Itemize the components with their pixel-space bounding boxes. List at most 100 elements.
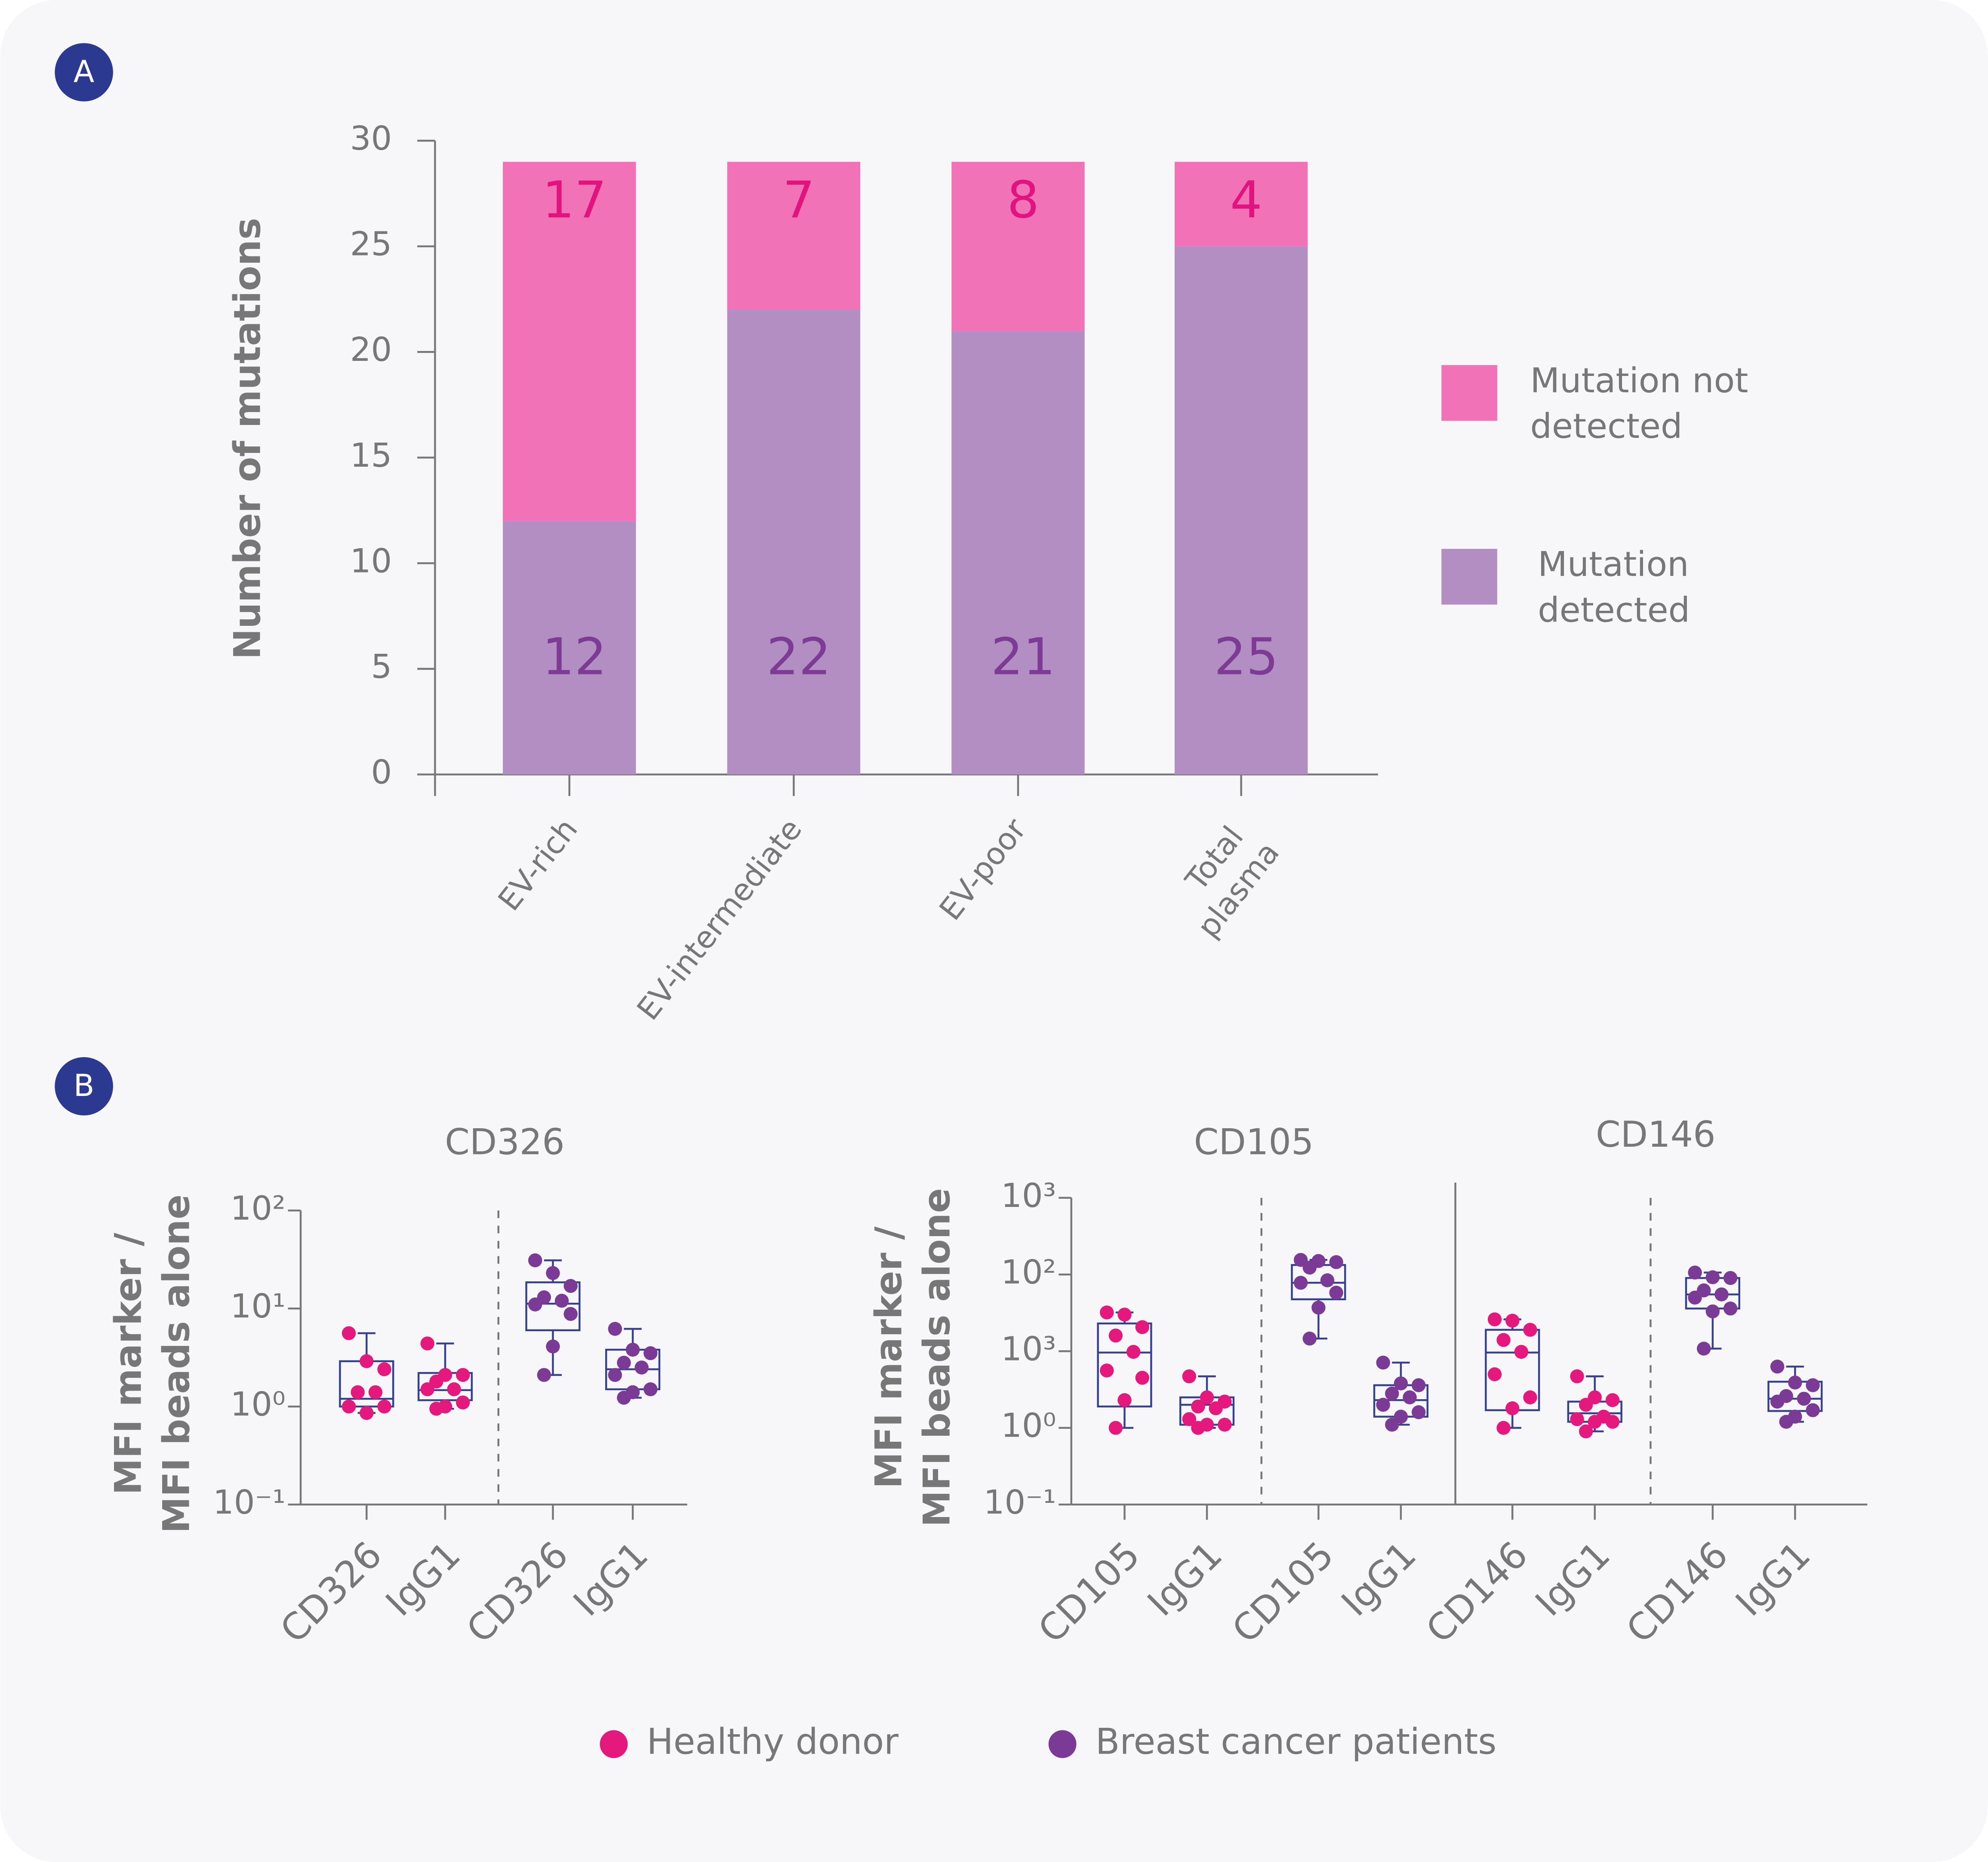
y-tick-label: 0 — [371, 754, 392, 792]
data-point — [377, 1399, 391, 1414]
data-point — [1182, 1369, 1197, 1384]
chart-title: CD105 — [1194, 1122, 1314, 1163]
data-point — [563, 1279, 578, 1293]
y-tick-label: 10 — [350, 542, 392, 580]
data-point — [342, 1326, 356, 1340]
data-point — [1403, 1390, 1417, 1404]
value-label: 4 — [1230, 171, 1262, 230]
y-tick-label: 10² — [230, 1189, 285, 1228]
bar-segment — [727, 310, 861, 775]
data-point — [1697, 1342, 1711, 1356]
data-point — [1209, 1401, 1223, 1416]
data-point — [1770, 1359, 1785, 1374]
data-point — [1302, 1260, 1317, 1275]
value-label: 21 — [991, 628, 1056, 686]
data-point — [1487, 1367, 1502, 1382]
legend-marker — [1048, 1730, 1077, 1758]
data-point — [1505, 1401, 1520, 1416]
data-point — [1688, 1265, 1702, 1280]
data-point — [1605, 1393, 1620, 1407]
data-point — [1117, 1308, 1132, 1322]
y-tick-label: 10¹ — [230, 1287, 285, 1326]
data-point — [617, 1355, 631, 1370]
data-point — [1385, 1418, 1399, 1432]
bar-segment — [951, 162, 1085, 331]
y-tick-label: 10³ — [1001, 1330, 1056, 1368]
data-point — [608, 1368, 622, 1382]
legend-swatch — [1441, 549, 1497, 605]
y-tick-label: 10² — [1001, 1253, 1056, 1292]
data-point — [1688, 1290, 1702, 1305]
data-point — [634, 1360, 649, 1375]
legend-label: Mutation detected — [1538, 544, 1700, 630]
y-axis-title: MFI beads alone — [916, 1188, 959, 1527]
data-point — [1770, 1394, 1785, 1409]
data-point — [1293, 1276, 1308, 1290]
value-label: 17 — [542, 171, 607, 230]
data-point — [528, 1297, 542, 1311]
data-point — [1218, 1418, 1232, 1432]
panel-badge — [55, 43, 113, 102]
data-point — [1117, 1393, 1132, 1407]
y-tick-label: 10³ — [1001, 1177, 1056, 1215]
data-point — [456, 1368, 470, 1382]
data-point — [377, 1362, 391, 1376]
y-axis-title: MFI marker / — [868, 1226, 911, 1489]
data-point — [1514, 1345, 1529, 1359]
data-point — [360, 1354, 374, 1368]
data-point — [1135, 1371, 1149, 1385]
panel-label: B — [74, 1068, 95, 1103]
data-point — [1496, 1333, 1511, 1347]
data-point — [528, 1253, 542, 1268]
data-point — [1191, 1399, 1205, 1414]
data-point — [608, 1322, 622, 1336]
bar-segment — [1174, 246, 1308, 775]
data-point — [643, 1382, 658, 1397]
y-tick-label: 30 — [350, 120, 392, 158]
value-label: 25 — [1214, 628, 1278, 686]
data-point — [1505, 1314, 1520, 1328]
data-point — [1797, 1391, 1811, 1406]
data-point — [1412, 1405, 1426, 1419]
chart-title: CD146 — [1596, 1114, 1716, 1155]
data-point — [546, 1339, 560, 1354]
data-point — [1579, 1424, 1593, 1439]
data-point — [1329, 1255, 1343, 1269]
data-point — [1108, 1328, 1123, 1343]
data-point — [360, 1406, 374, 1420]
data-point — [1588, 1415, 1602, 1429]
y-axis-title: Number of mutations — [227, 218, 269, 659]
y-tick-label: 25 — [350, 225, 392, 264]
data-point — [1412, 1378, 1426, 1392]
y-tick-label: 5 — [371, 648, 392, 686]
data-point — [1394, 1410, 1408, 1424]
data-point — [1191, 1421, 1205, 1435]
data-point — [1496, 1421, 1511, 1435]
data-point — [617, 1391, 631, 1405]
data-point — [1723, 1271, 1738, 1285]
legend-label: Breast cancer patients — [1096, 1721, 1497, 1762]
data-point — [554, 1293, 569, 1308]
data-point — [546, 1266, 560, 1280]
bar-segment — [503, 162, 636, 521]
y-tick-label: 10⁻¹ — [984, 1483, 1056, 1522]
data-point — [1523, 1390, 1537, 1404]
bar-segment — [1174, 162, 1308, 246]
data-point — [1182, 1412, 1197, 1426]
data-point — [1126, 1345, 1141, 1359]
data-point — [351, 1385, 365, 1399]
box — [525, 1281, 581, 1331]
data-point — [1376, 1355, 1390, 1370]
data-point — [563, 1307, 578, 1321]
data-point — [1570, 1412, 1584, 1426]
y-axis-title: MFI beads alone — [156, 1194, 198, 1533]
value-label: 7 — [783, 171, 815, 230]
data-point — [1376, 1397, 1390, 1412]
data-point — [1329, 1286, 1343, 1300]
y-tick-label: 10⁻¹ — [213, 1483, 286, 1522]
value-label: 22 — [766, 628, 831, 686]
y-tick-label: 10⁰ — [230, 1385, 285, 1424]
panel-badge — [55, 1057, 113, 1116]
